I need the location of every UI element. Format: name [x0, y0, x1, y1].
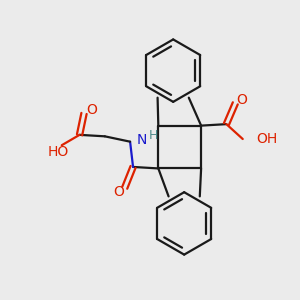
Text: H: H — [148, 129, 158, 142]
Text: N: N — [136, 133, 147, 147]
Text: O: O — [113, 185, 124, 199]
Text: HO: HO — [47, 145, 69, 159]
Text: OH: OH — [256, 132, 278, 146]
Text: O: O — [86, 103, 97, 117]
Text: O: O — [236, 93, 247, 107]
